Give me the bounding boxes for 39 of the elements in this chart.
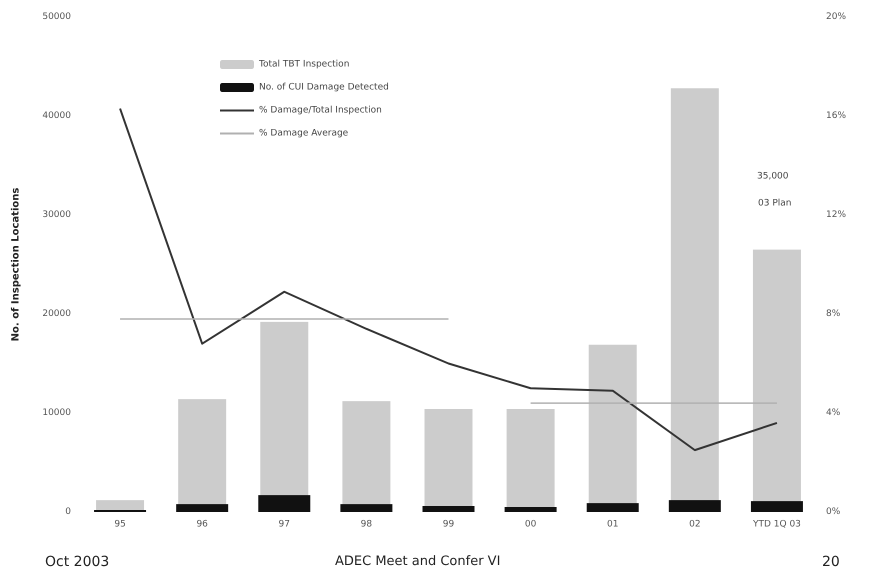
x-tick-label: 00 [524,520,537,530]
bar [668,500,721,512]
y2-tick-label: 16% [826,111,846,121]
x-tick-label: 99 [442,520,454,530]
bar [422,506,474,512]
x-tick-label: 96 [196,520,208,530]
bar [504,507,557,512]
bar [258,495,310,512]
bar [340,504,392,512]
annotation: 03 Plan [758,198,792,208]
annotation: 35,000 [757,172,789,182]
y-axis-title: No. of Inspection Locations [10,188,22,342]
x-tick-label: YTD 1Q 03 [752,520,801,530]
y-tick-label: 50000 [42,12,72,22]
y-tick-label: 10000 [42,408,72,418]
x-tick-label: 01 [606,520,618,530]
legend-label: % Damage/Total Inspection [259,106,382,116]
y2-tick-label: 20% [826,12,846,22]
legend-label: No. of CUI Damage Detected [259,82,389,92]
text: ADEC Meet and Confer VI [335,554,500,569]
y2-tick-label: 8% [826,309,841,319]
y2-tick-label: 4% [826,408,841,418]
y2-tick-label: 12% [826,210,846,220]
x-tick-label: 98 [360,520,372,530]
x-tick-label: 95 [114,520,126,530]
y-tick-label: 0 [65,507,72,517]
x-tick-label: 02 [689,520,701,530]
bar [750,501,803,512]
y-tick-label: 30000 [42,210,72,220]
bar [586,503,639,512]
x-tick-label: 97 [278,520,290,530]
y2-tick-label: 0% [826,507,841,517]
y-tick-label: 40000 [42,111,72,121]
text: Oct 2003 [45,554,110,570]
bar [176,504,228,512]
y-tick-label: 20000 [42,309,72,319]
legend-label: Total TBT Inspection [258,60,350,70]
text: 20 [822,554,840,570]
legend-label: % Damage Average [259,128,349,138]
